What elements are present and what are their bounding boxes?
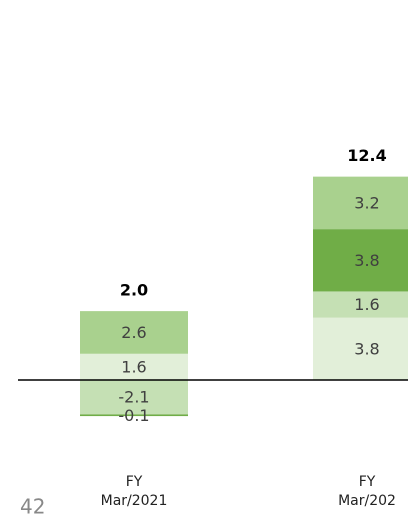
- bar-segment: [313, 317, 408, 380]
- data-label: -0.1: [118, 406, 149, 425]
- data-label: 1.6: [354, 295, 379, 314]
- data-label: -2.1: [118, 388, 149, 407]
- total-label: 12.4: [347, 146, 386, 165]
- bar-segment: [313, 291, 408, 318]
- x-tick-label: Mar/202: [338, 493, 396, 509]
- data-label: 3.2: [354, 193, 379, 212]
- page-number: 42: [20, 495, 45, 516]
- data-label: 3.8: [354, 251, 379, 270]
- x-tick-label: FY: [359, 474, 376, 490]
- bar-segment: [80, 414, 188, 417]
- data-label: 1.6: [121, 357, 146, 376]
- total-label: 2.0: [120, 281, 148, 300]
- x-tick-label: Mar/2021: [101, 493, 168, 509]
- bar-segment: [313, 176, 408, 230]
- bar-segment: [80, 353, 188, 380]
- bar-segment: [313, 229, 408, 292]
- bar-segment: [80, 380, 188, 415]
- data-label: 3.8: [354, 339, 379, 358]
- data-label: 2.6: [121, 323, 146, 342]
- bar-segment: [80, 311, 188, 354]
- x-tick-label: FY: [126, 474, 143, 490]
